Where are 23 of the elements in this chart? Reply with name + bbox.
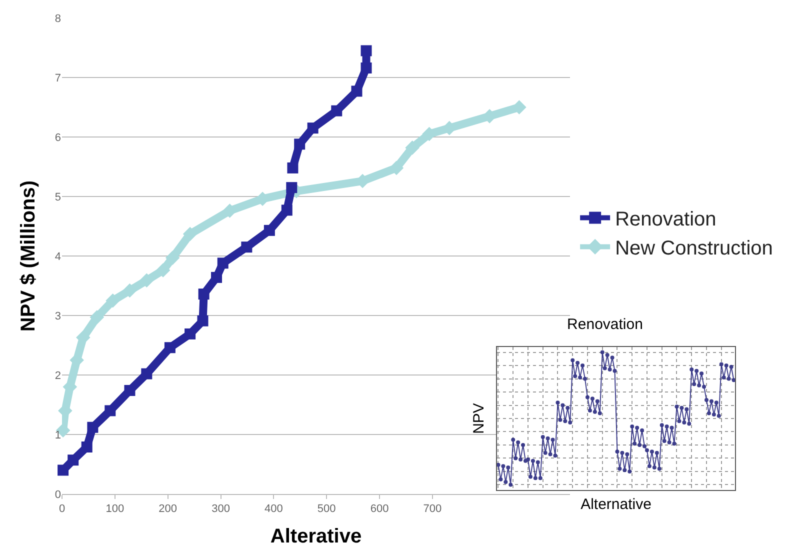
y-tick-label: 6 <box>54 132 61 144</box>
x-tick-label: 300 <box>212 503 230 516</box>
x-tick-label: 700 <box>423 503 442 516</box>
y-tick-label: 4 <box>54 250 61 263</box>
x-axis-title: Alterative <box>270 526 362 548</box>
y-axis-title: NPV $ (Millions) <box>17 180 40 332</box>
x-tick-label: 400 <box>264 503 283 516</box>
chart-title: Renovation <box>567 316 643 334</box>
legend-label: New Construction <box>615 238 773 260</box>
y-tick-label: 0 <box>54 488 61 501</box>
x-axis-title: Alternative <box>580 496 652 513</box>
x-tick-label: 500 <box>317 503 336 516</box>
x-tick-label: 600 <box>370 503 389 516</box>
y-tick-label: 7 <box>54 72 61 84</box>
legend-label: Renovation <box>615 208 716 230</box>
y-axis-title: NPV <box>470 403 488 434</box>
y-tick-label: 2 <box>54 370 61 382</box>
y-tick-label: 8 <box>54 12 61 25</box>
y-tick-label: 5 <box>54 191 61 204</box>
y-tick-label: 3 <box>54 310 61 322</box>
y-tick-label: 1 <box>54 429 61 442</box>
x-tick-label: 100 <box>106 503 124 516</box>
x-tick-label: 200 <box>158 503 178 516</box>
